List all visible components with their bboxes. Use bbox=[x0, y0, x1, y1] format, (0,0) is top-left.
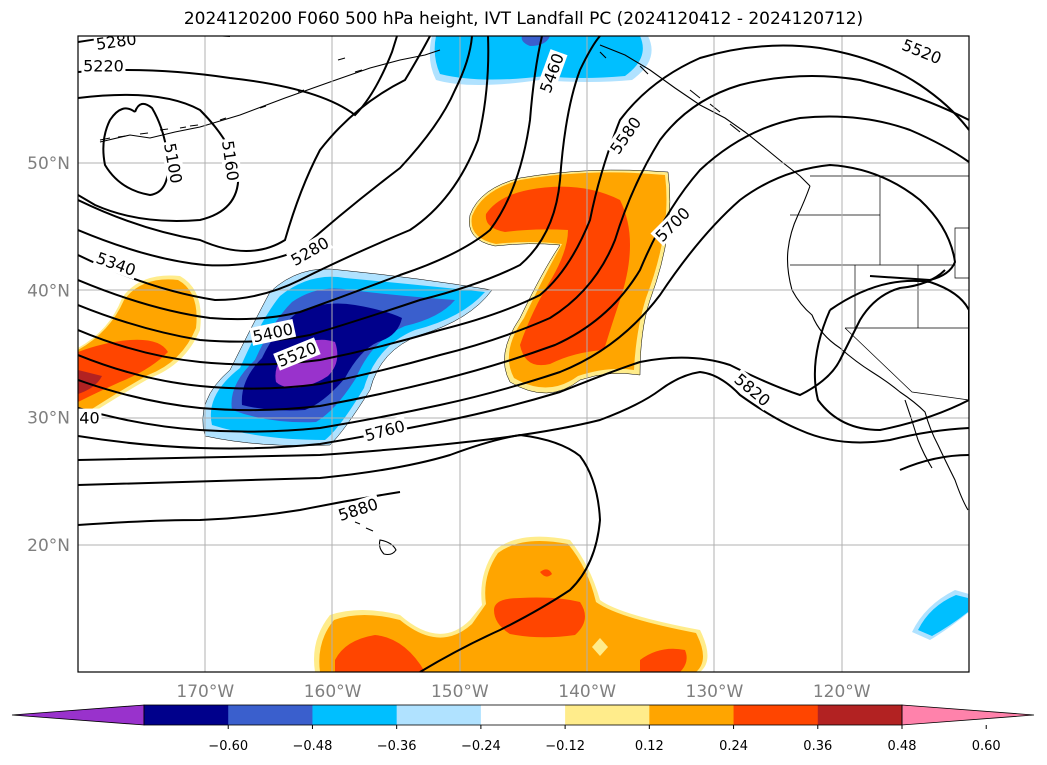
lon-tick-label: 150°W bbox=[431, 682, 489, 702]
ivt-negative-southeast bbox=[912, 590, 969, 640]
ivt-fill-neg-024 bbox=[434, 36, 643, 80]
lat-tick-label: 40°N bbox=[27, 281, 70, 301]
contour-label-mask bbox=[218, 137, 243, 184]
ivt-fill-pos-036 bbox=[640, 648, 687, 672]
contour-5820-ring bbox=[813, 279, 969, 432]
contour-5880 bbox=[78, 433, 602, 672]
map-title: 2024120200 F060 500 hPa height, IVT Land… bbox=[183, 9, 864, 29]
alaska-coastline bbox=[99, 44, 811, 187]
ivt-fill-neg-036 bbox=[521, 36, 550, 46]
colorbar-segment bbox=[817, 705, 903, 725]
ivt-fill-pos-012 bbox=[592, 638, 608, 656]
contour-label-mask bbox=[286, 232, 334, 270]
colorbar-segment bbox=[144, 705, 229, 725]
lon-tick-label: 170°W bbox=[176, 682, 234, 702]
colorbar-label: −0.48 bbox=[293, 739, 333, 754]
colorbar-segment bbox=[228, 705, 313, 725]
ivt-fill-neg-024 bbox=[918, 595, 968, 636]
colorbar-extend-min bbox=[11, 704, 145, 726]
colorbar-segment bbox=[312, 705, 398, 725]
contour-5640 bbox=[78, 115, 969, 412]
state-boundaries bbox=[790, 176, 969, 401]
colorbar-extend-max bbox=[901, 704, 1035, 726]
lon-tick-label: 120°W bbox=[813, 682, 871, 702]
ivt-negative-north bbox=[429, 36, 652, 85]
lon-tick-label: 130°W bbox=[686, 682, 744, 702]
colorbar: −0.60 −0.48 −0.36 −0.24 −0.12 0.12 0.24 0.36 0.4… bbox=[11, 704, 1035, 754]
colorbar-label: −0.12 bbox=[545, 739, 585, 754]
contour-label-mask bbox=[78, 408, 102, 427]
contour-label-mask bbox=[334, 493, 382, 525]
colorbar-label: 0.24 bbox=[719, 739, 748, 754]
lat-tick-label: 50°N bbox=[27, 154, 70, 174]
contour-label-mask bbox=[898, 36, 946, 68]
contour-label-mask bbox=[361, 415, 409, 445]
contour-label-backgrounds bbox=[78, 36, 946, 525]
north-america-coastline bbox=[786, 185, 969, 511]
contour-label: 5280 bbox=[95, 29, 138, 53]
contour-label-mask bbox=[93, 36, 140, 54]
contour-5520 bbox=[78, 44, 969, 366]
lat-tick-label: 30°N bbox=[27, 409, 70, 429]
ivt-fill-pos-036 bbox=[335, 635, 425, 672]
lat-tick-label: 20°N bbox=[27, 536, 70, 556]
colorbar-segment bbox=[649, 705, 735, 725]
contour-label-mask bbox=[92, 247, 140, 280]
longitude-tick-labels: 170°W 160°W 150°W 140°W 130°W 120°W bbox=[176, 682, 870, 702]
colorbar-outline bbox=[143, 704, 903, 726]
height-contours bbox=[78, 36, 969, 672]
ivt-fill-pos-036 bbox=[540, 569, 552, 577]
map-frame bbox=[77, 35, 970, 673]
colorbar-label: 0.12 bbox=[635, 739, 664, 754]
colorbar-segment bbox=[733, 705, 819, 725]
contour-5340 bbox=[78, 36, 490, 302]
contour-southeast bbox=[899, 454, 969, 471]
contour-label-mask bbox=[535, 49, 568, 97]
latitude-tick-labels: 20°N 30°N 40°N 50°N bbox=[27, 154, 70, 556]
contour-label-mask bbox=[249, 318, 297, 346]
colorbar-label: 0.60 bbox=[972, 739, 1001, 754]
contour-5100-low bbox=[102, 102, 170, 197]
colorbar-label: −0.36 bbox=[377, 739, 417, 754]
contour-5400 bbox=[78, 36, 543, 321]
contour-label-mask bbox=[650, 202, 695, 247]
lon-tick-label: 160°W bbox=[304, 682, 362, 702]
contour-5940 bbox=[78, 491, 401, 526]
colorbar-label: 0.36 bbox=[803, 739, 832, 754]
contour-5760 bbox=[78, 269, 946, 450]
contour-5580 bbox=[78, 75, 969, 390]
contour-label-mask bbox=[605, 112, 646, 159]
colorbar-segment bbox=[480, 705, 566, 725]
colorbar-label: −0.24 bbox=[461, 739, 501, 754]
contour-5280 bbox=[78, 36, 473, 267]
contour-5220-north bbox=[78, 36, 398, 117]
ivt-fill-pos-036 bbox=[494, 597, 585, 638]
contour-label: 40 bbox=[79, 409, 99, 428]
lon-tick-label: 140°W bbox=[558, 682, 616, 702]
ivt-positive-south bbox=[314, 536, 708, 672]
colorbar-segment bbox=[565, 705, 650, 725]
contour-label-mask bbox=[81, 56, 126, 75]
contour-label-mask bbox=[160, 139, 187, 187]
contour-5460 bbox=[78, 36, 601, 343]
colorbar-label: 0.48 bbox=[888, 739, 917, 754]
contour-5220-west bbox=[78, 36, 431, 252]
contour-label-mask bbox=[273, 337, 321, 371]
colorbar-segment bbox=[396, 705, 482, 725]
contour-label: 5220 bbox=[83, 56, 124, 75]
contour-5700 bbox=[78, 163, 957, 433]
contour-5820 bbox=[78, 370, 969, 461]
grid-lines bbox=[78, 36, 969, 672]
contour-label-mask bbox=[729, 368, 776, 411]
colorbar-label: −0.60 bbox=[208, 739, 248, 754]
political-boundaries bbox=[790, 175, 969, 401]
ivt-fill-pos-048 bbox=[78, 370, 102, 394]
